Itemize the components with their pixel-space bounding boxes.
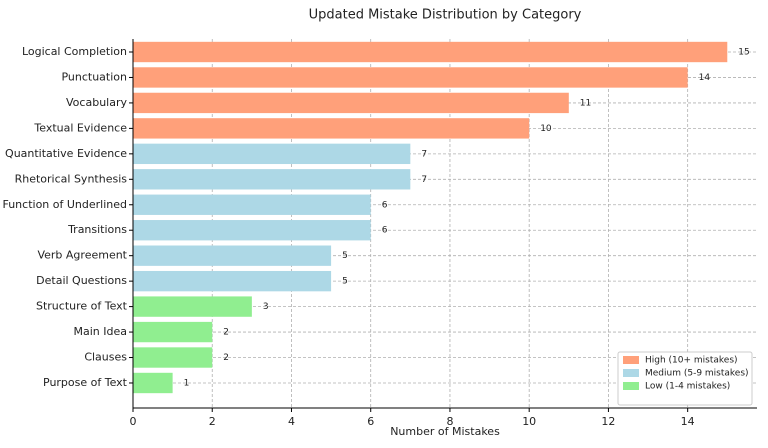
x-axis-label: Number of Mistakes (390, 425, 500, 438)
legend-swatch (623, 382, 639, 390)
x-tick-label: 10 (522, 415, 536, 428)
x-tick-label: 6 (367, 415, 374, 428)
value-label: 2 (223, 328, 229, 338)
value-label: 6 (382, 226, 388, 236)
y-tick-label: Punctuation (61, 70, 127, 83)
y-tick-label: Verb Agreement (37, 249, 127, 262)
bar (133, 347, 213, 368)
legend-label: Medium (5-9 mistakes) (645, 369, 749, 379)
y-tick-label: Structure of Text (36, 300, 128, 313)
value-label: 5 (342, 251, 348, 261)
y-tick-label: Transitions (67, 223, 127, 236)
bar (133, 194, 371, 215)
value-label: 7 (421, 149, 427, 159)
y-tick-label: Function of Underlined (2, 198, 127, 211)
x-tick-label: 4 (288, 415, 295, 428)
value-label: 1 (184, 378, 190, 388)
value-label: 15 (738, 48, 749, 58)
bar (133, 118, 530, 139)
y-tick-label: Purpose of Text (43, 376, 128, 389)
bar (133, 143, 411, 165)
legend-swatch (623, 356, 639, 364)
legend-box (617, 351, 753, 406)
value-label: 10 (540, 124, 552, 134)
x-tick-label: 12 (601, 415, 615, 428)
bar (133, 296, 252, 317)
legend-swatch (623, 369, 639, 377)
chart-title: Updated Mistake Distribution by Category (309, 8, 582, 23)
value-label: 6 (382, 200, 388, 210)
x-tick-label: 8 (446, 415, 453, 428)
bar (133, 92, 569, 114)
value-label: 5 (342, 277, 348, 287)
x-tick-label: 14 (681, 415, 695, 428)
value-label: 2 (223, 353, 229, 363)
y-tick-label: Main Idea (74, 325, 128, 338)
bar (133, 169, 411, 190)
value-label: 7 (421, 175, 427, 185)
bar (133, 220, 371, 241)
x-tick-label: 2 (209, 415, 216, 428)
y-tick-label: Clauses (84, 351, 127, 364)
y-tick-label: Vocabulary (66, 96, 127, 109)
y-tick-label: Rhetorical Synthesis (15, 172, 128, 185)
y-tick-label: Textual Evidence (33, 121, 127, 134)
y-tick-label: Logical Completion (22, 45, 127, 58)
bar (133, 41, 728, 63)
bar (133, 270, 332, 292)
bar (133, 67, 688, 88)
legend-label: High (10+ mistakes) (645, 356, 738, 366)
y-tick-label: Quantitative Evidence (5, 147, 127, 160)
x-tick-label: 0 (130, 415, 137, 428)
value-label: 14 (699, 73, 711, 83)
bar (133, 245, 332, 266)
value-label: 3 (263, 302, 269, 312)
bar (133, 321, 213, 343)
bar (133, 372, 173, 394)
y-tick-label: Detail Questions (36, 274, 127, 287)
value-label: 11 (580, 98, 591, 108)
legend-label: Low (1-4 mistakes) (645, 382, 730, 392)
